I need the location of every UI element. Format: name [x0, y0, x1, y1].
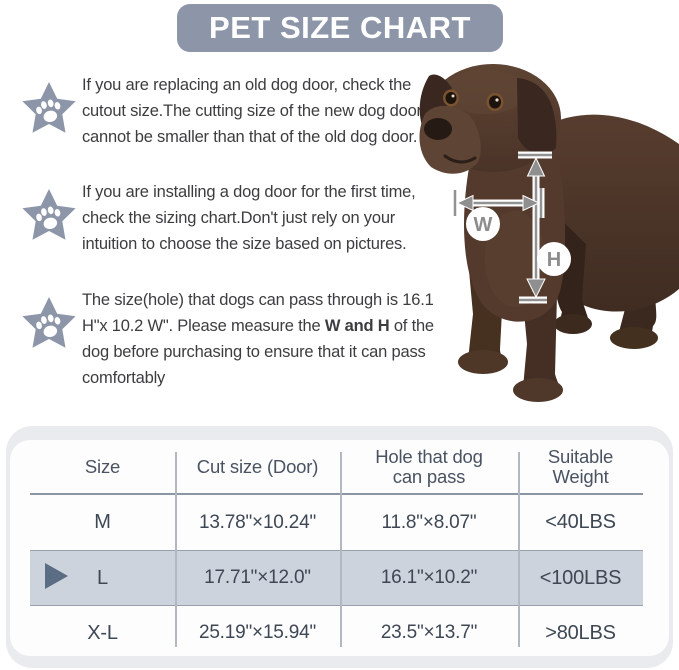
size-table-card: Size Cut size (Door) Hole that dog can p…	[6, 426, 673, 668]
w-label-badge: W	[466, 207, 500, 241]
cell-cut-size: 17.71"×12.0"	[204, 567, 311, 588]
column-header-cut-size: Cut size (Door)	[196, 455, 319, 477]
column-header-weight: Suitable Weight	[547, 445, 614, 487]
cell-size: X-L	[87, 621, 118, 644]
star-paw-icon	[22, 189, 76, 240]
note-text-bold: W and H	[324, 317, 390, 335]
note-text-segment: The size(hole) that dogs can pass throug…	[82, 291, 434, 335]
note-replacing-old-door: If you are replacing an old dog door, ch…	[20, 72, 438, 150]
note-text: The size(hole) that dogs can pass throug…	[82, 287, 438, 391]
arrowhead-up	[526, 156, 546, 177]
note-pass-size: The size(hole) that dogs can pass throug…	[20, 287, 438, 391]
dog-eye	[489, 95, 501, 109]
note-first-time-install: If you are installing a dog door for the…	[20, 179, 438, 257]
note-text-segment: If you are installing a dog door for the…	[82, 183, 416, 253]
dog-eye	[445, 92, 457, 104]
dog-ear	[517, 78, 557, 155]
svg-text:H: H	[547, 249, 561, 271]
cell-weight: <100LBS	[539, 566, 622, 589]
cell-weight: >80LBS	[545, 621, 616, 644]
note-text-segment: of the dog before purchasing to ensure t…	[82, 317, 434, 387]
dog-photo: W H	[419, 64, 679, 402]
page-title: PET SIZE CHART	[177, 4, 503, 52]
star-paw-icon	[22, 297, 76, 348]
cell-cut-size: 25.19"×15.94"	[198, 622, 317, 643]
column-header-size: Size	[84, 455, 121, 477]
column-divider	[175, 452, 177, 647]
cell-hole: 23.5"×13.7"	[380, 622, 478, 643]
arrowhead-left	[455, 194, 474, 212]
cell-size: L	[97, 566, 108, 589]
dog-chest	[463, 136, 566, 322]
selected-row-pointer-icon	[45, 563, 68, 589]
table-row-m: M 13.78"×10.24" 11.8"×8.07" <40LBS	[30, 495, 643, 551]
size-table: Size Cut size (Door) Hole that dog can p…	[10, 440, 669, 656]
h-label-badge: H	[537, 242, 571, 276]
note-text: If you are replacing an old dog door, ch…	[82, 72, 438, 150]
cell-size: M	[94, 511, 111, 533]
note-text: If you are installing a dog door for the…	[82, 179, 438, 257]
star-paw-icon	[22, 82, 76, 133]
svg-text:W: W	[474, 214, 493, 236]
cell-hole: 16.1"×10.2"	[380, 567, 478, 588]
dog-nose	[424, 118, 452, 140]
arrowhead-down	[526, 278, 546, 299]
table-row-l-selected: L 17.71"×12.0" 16.1"×10.2" <100LBS	[30, 551, 643, 606]
table-row-xl: X-L 25.19"×15.94" 23.5"×13.7" >80LBS	[30, 606, 643, 660]
column-header-hole: Hole that dog can pass	[375, 445, 483, 487]
cell-weight: <40LBS	[545, 511, 616, 533]
column-divider	[340, 452, 342, 647]
column-divider	[518, 452, 520, 647]
cell-hole: 11.8"×8.07"	[381, 511, 477, 533]
dog-mouth	[443, 154, 477, 164]
table-header-row: Size Cut size (Door) Hole that dog can p…	[30, 440, 643, 495]
note-text-segment: If you are replacing an old dog door, ch…	[82, 76, 422, 146]
arrowhead-right	[522, 194, 541, 212]
cell-cut-size: 13.78"×10.24"	[198, 511, 317, 533]
